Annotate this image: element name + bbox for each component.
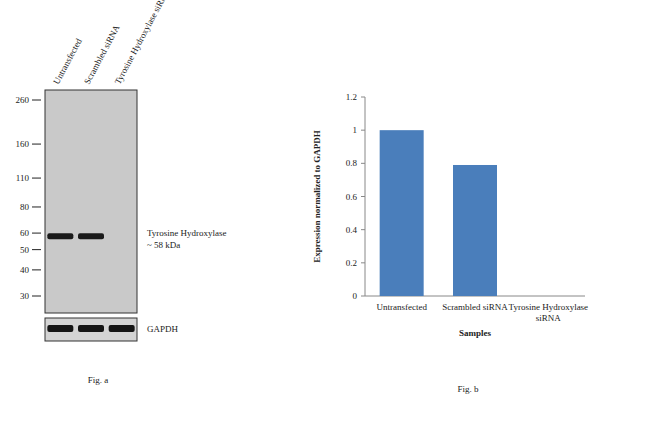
marker-tick bbox=[32, 178, 41, 179]
marker-label: 50 bbox=[20, 245, 30, 255]
marker-label: 260 bbox=[16, 95, 30, 105]
bar-chart: 0 0.2 0.4 0.6 0.8 1 1.2 Untransfected Scrambled … bbox=[312, 92, 588, 394]
y-axis bbox=[365, 97, 366, 296]
marker-label: 60 bbox=[20, 228, 30, 238]
caption: Fig. b bbox=[457, 384, 479, 394]
blot-panel bbox=[45, 90, 137, 313]
y-tick bbox=[361, 262, 365, 263]
x-axis-label: Samples bbox=[459, 328, 492, 338]
y-tick bbox=[361, 163, 365, 164]
marker-label: 80 bbox=[20, 202, 30, 212]
y-tick-label: 1.2 bbox=[346, 92, 357, 102]
bar bbox=[453, 165, 497, 296]
x-tick-label-line: Tyrosine Hydroxylase bbox=[509, 302, 589, 312]
x-tick-label-line: Scrambled siRNA bbox=[442, 302, 508, 312]
y-tick-label: 0.4 bbox=[346, 225, 358, 235]
marker-label: 30 bbox=[20, 291, 30, 301]
gapdh-band bbox=[47, 325, 73, 332]
x-tick-label: Tyrosine HydroxylasesiRNA bbox=[509, 302, 589, 323]
y-tick-label: 0.8 bbox=[346, 158, 358, 168]
gapdh-band bbox=[78, 325, 104, 332]
y-tick bbox=[361, 196, 365, 197]
blot: 2601601108060504030UntransfectedScramble… bbox=[16, 0, 227, 385]
y-tick-label: 0.2 bbox=[346, 258, 357, 268]
marker-label: 40 bbox=[20, 265, 30, 275]
y-tick-label: 0 bbox=[353, 291, 358, 301]
y-tick bbox=[361, 97, 365, 98]
x-tick-label-line: Untransfected bbox=[376, 302, 427, 312]
gapdh-panel bbox=[45, 318, 137, 341]
x-tick-label: Untransfected bbox=[376, 302, 427, 312]
band-label: Tyrosine Hydroxylase bbox=[147, 228, 227, 238]
marker-tick bbox=[32, 269, 41, 270]
gapdh-label: GAPDH bbox=[147, 324, 179, 334]
y-tick bbox=[361, 296, 365, 297]
marker-tick bbox=[32, 249, 41, 250]
marker-tick bbox=[32, 206, 41, 207]
marker-tick bbox=[32, 296, 41, 297]
marker-tick bbox=[32, 100, 41, 101]
marker-label: 160 bbox=[16, 139, 30, 149]
y-tick bbox=[361, 130, 365, 131]
y-tick-label: 1 bbox=[353, 125, 358, 135]
x-tick-label-line: siRNA bbox=[536, 313, 562, 323]
bars bbox=[380, 130, 497, 296]
x-tick-label: Scrambled siRNA bbox=[442, 302, 508, 312]
gapdh-band bbox=[109, 325, 135, 332]
y-tick-label: 0.6 bbox=[346, 192, 358, 202]
caption: Fig. a bbox=[88, 375, 109, 385]
y-axis-label: Expression normalized to GAPDH bbox=[312, 130, 322, 263]
band-label: ~ 58 kDa bbox=[147, 240, 180, 250]
bar bbox=[526, 296, 570, 297]
marker-tick bbox=[32, 233, 41, 234]
marker-tick bbox=[32, 144, 41, 145]
th-band bbox=[47, 233, 73, 239]
figure: 260 160 110 80 60 50 40 30 Untransfected Scramble… bbox=[0, 0, 650, 427]
marker-label: 110 bbox=[16, 173, 30, 183]
bar bbox=[380, 130, 424, 296]
lane-label: Untransfected bbox=[51, 36, 84, 86]
lane-label: Tyrosine Hydroxylase siRNA bbox=[113, 0, 172, 86]
th-band bbox=[78, 233, 104, 239]
y-tick bbox=[361, 229, 365, 230]
